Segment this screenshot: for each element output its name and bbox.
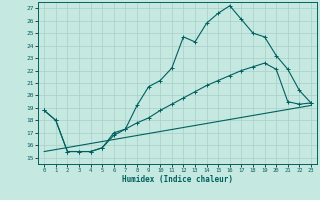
X-axis label: Humidex (Indice chaleur): Humidex (Indice chaleur): [122, 175, 233, 184]
